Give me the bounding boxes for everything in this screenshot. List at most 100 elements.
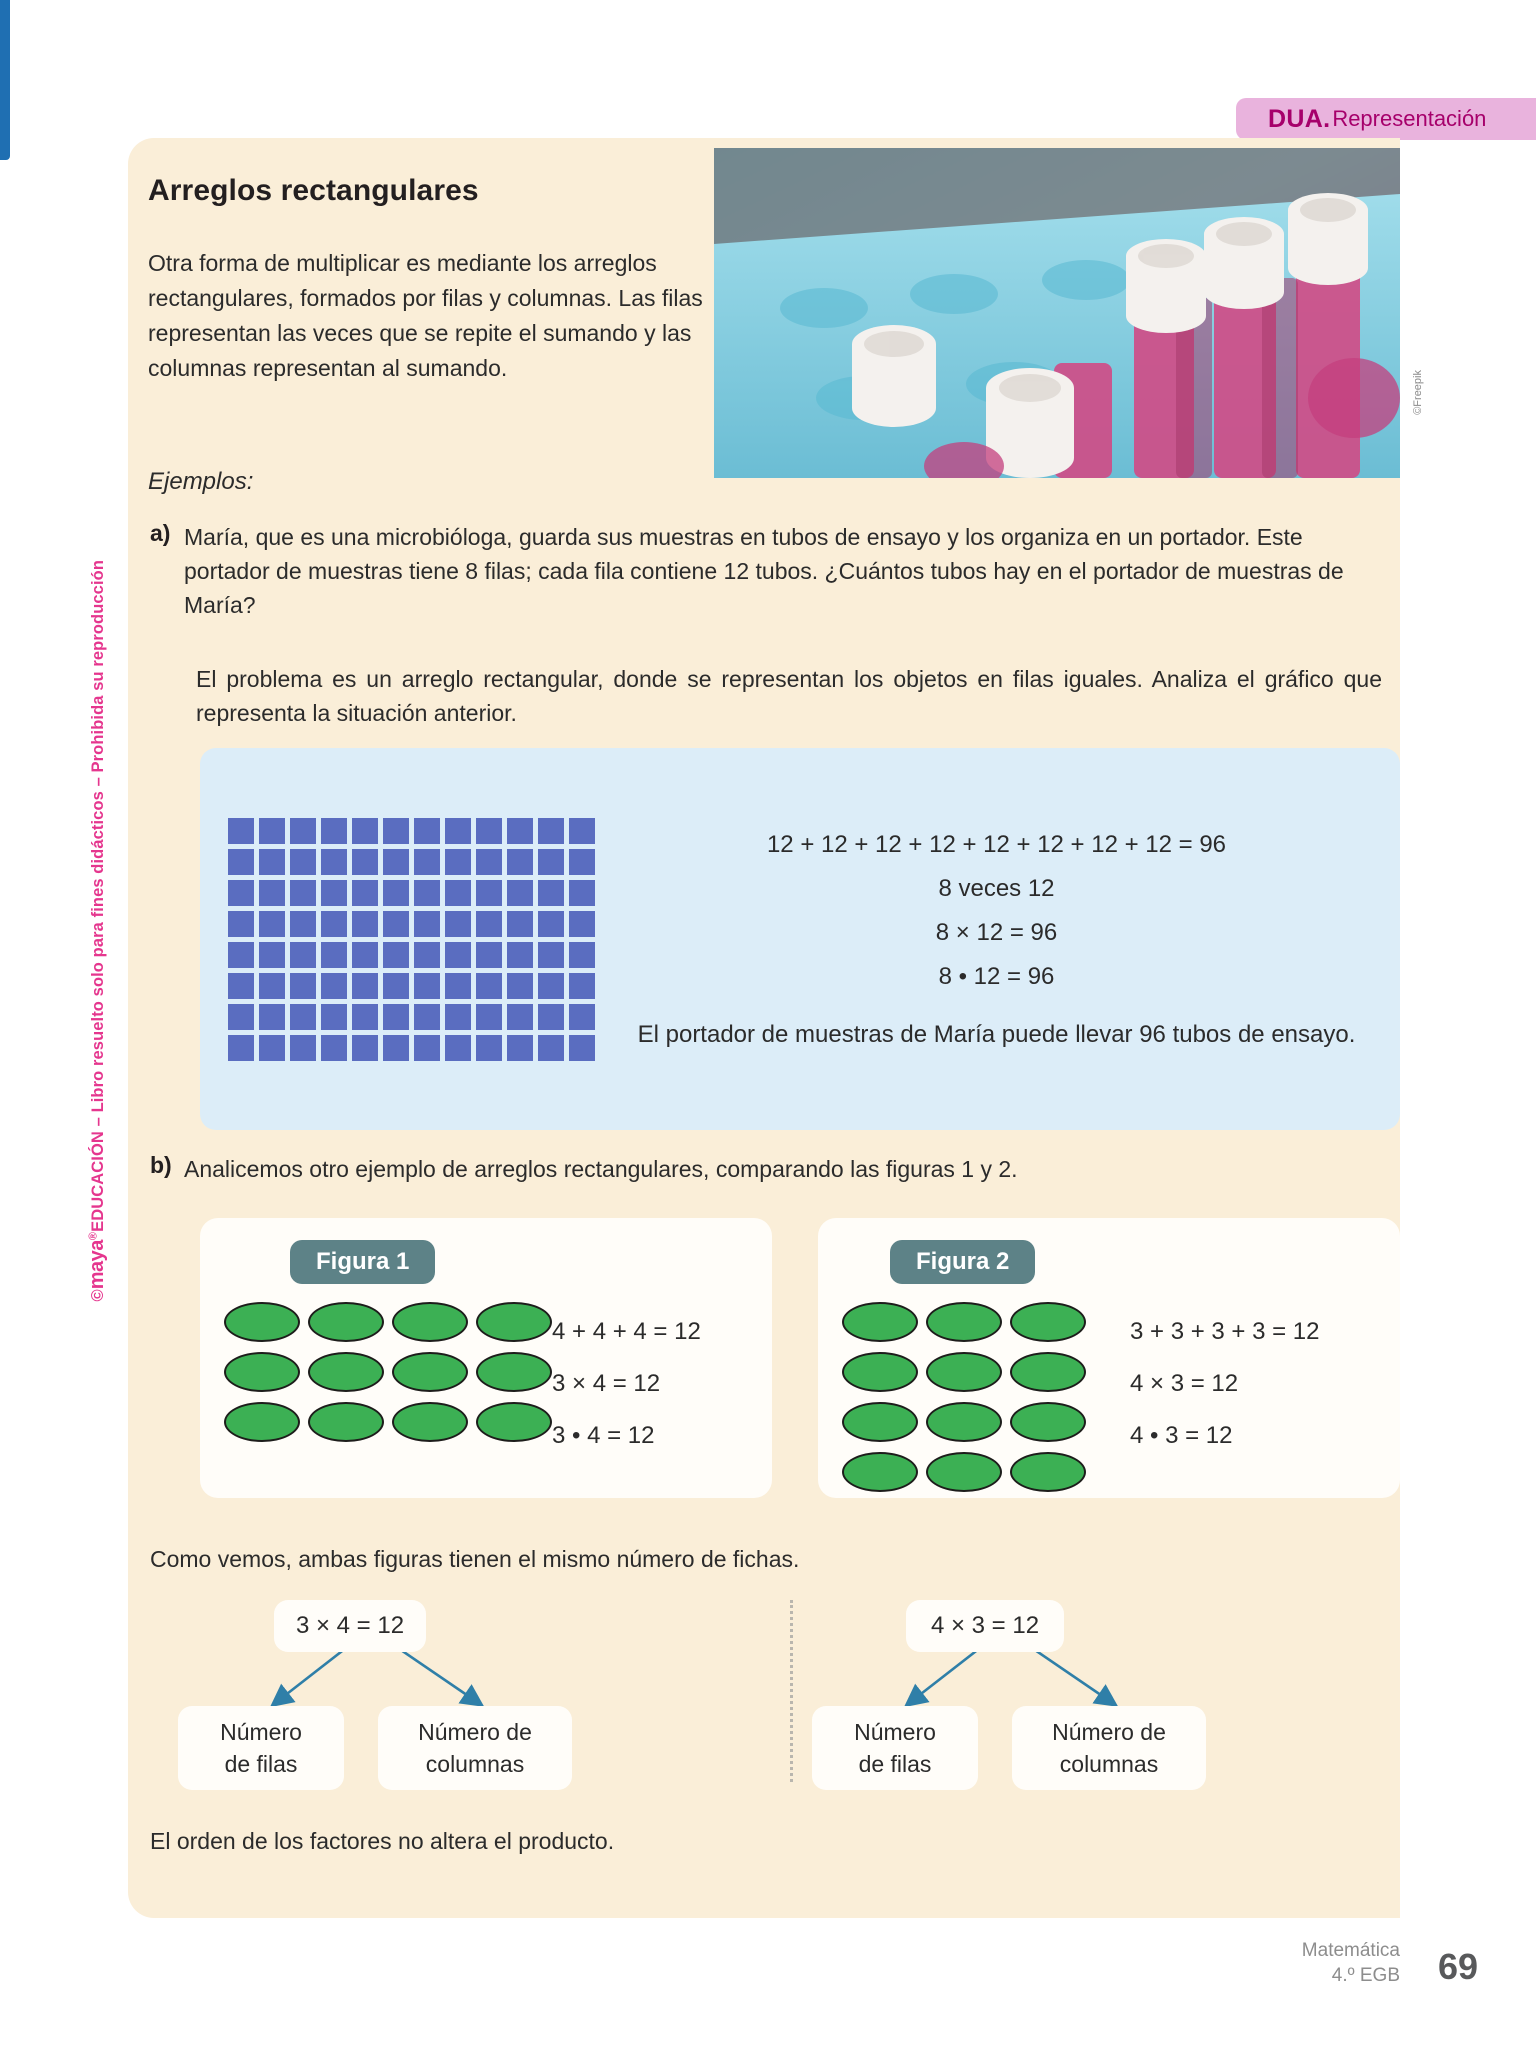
dua-banner-label: Representación	[1332, 106, 1487, 131]
footer-subject: Matemática 4.º EGB	[1302, 1938, 1400, 1988]
array-cell	[290, 910, 316, 937]
photo-illustration	[714, 148, 1400, 478]
array-cell	[228, 972, 254, 999]
vertical-copyright-notice: ©maya®EDUCACIÓN – Libro resuelto solo pa…	[86, 560, 109, 1302]
array-cell	[321, 941, 347, 968]
array-cell	[321, 1034, 347, 1061]
array-cell	[538, 910, 564, 937]
registered-symbol: ®	[87, 1231, 100, 1241]
array-cell	[476, 1034, 502, 1061]
example-b-text: Analicemos otro ejemplo de arreglos rect…	[184, 1156, 1018, 1182]
array-equations: 12 + 12 + 12 + 12 + 12 + 12 + 12 + 12 = …	[611, 823, 1382, 1055]
page-spine-accent	[0, 0, 10, 160]
array-cell	[228, 910, 254, 937]
rectangular-array-box: 12 + 12 + 12 + 12 + 12 + 12 + 12 + 12 = …	[200, 748, 1400, 1130]
left-columns-label-box: Número de columnas	[378, 1706, 572, 1790]
array-cell	[414, 879, 440, 906]
array-cell	[538, 817, 564, 844]
array-cell	[476, 941, 502, 968]
figure-2-equations: 3 + 3 + 3 + 3 = 12 4 × 3 = 12 4 • 3 = 12	[1130, 1306, 1320, 1462]
array-cell	[476, 879, 502, 906]
left-rows-label-line1: Número	[220, 1719, 302, 1745]
array-cell	[259, 848, 285, 875]
array-cell	[445, 848, 471, 875]
factor-diagram: 3 × 4 = 12 Número de filas Número de col…	[150, 1600, 1380, 1796]
array-cell	[352, 941, 378, 968]
array-cell	[259, 910, 285, 937]
array-cell	[383, 817, 409, 844]
array-cell	[507, 972, 533, 999]
array-cell	[569, 817, 595, 844]
counter-oval	[476, 1302, 552, 1342]
photo-credit: ©Freepik	[1412, 370, 1424, 415]
array-cell	[414, 1034, 440, 1061]
counter-oval	[842, 1352, 918, 1392]
array-cell	[538, 1034, 564, 1061]
closing-statement: El orden de los factores no altera el pr…	[150, 1828, 615, 1854]
array-cell	[414, 817, 440, 844]
array-cell	[321, 879, 347, 906]
counter-oval	[926, 1452, 1002, 1492]
array-cell	[445, 941, 471, 968]
figure-2-badge: Figura 2	[890, 1240, 1036, 1284]
counter-oval	[308, 1352, 384, 1392]
example-a-text: María, que es una microbióloga, guarda s…	[184, 524, 1344, 618]
array-cell	[228, 1034, 254, 1061]
intro-paragraph: Otra forma de multiplicar es mediante lo…	[148, 250, 703, 381]
array-cell	[383, 848, 409, 875]
maya-brand: maya	[86, 1240, 108, 1290]
counter-oval	[926, 1352, 1002, 1392]
left-expression-box: 3 × 4 = 12	[274, 1600, 426, 1652]
left-rows-label-box: Número de filas	[178, 1706, 344, 1790]
counter-oval	[476, 1352, 552, 1392]
figure-1-equations: 4 + 4 + 4 = 12 3 × 4 = 12 3 • 4 = 12	[552, 1306, 701, 1462]
left-columns-label-line2: columnas	[425, 1751, 525, 1777]
array-cell	[507, 817, 533, 844]
counter-oval	[308, 1402, 384, 1442]
counter-oval	[224, 1352, 300, 1392]
array-cell	[476, 972, 502, 999]
array-cell	[507, 848, 533, 875]
array-cell	[321, 1003, 347, 1030]
figure-2-equation-0: 3 + 3 + 3 + 3 = 12	[1130, 1318, 1320, 1345]
array-cell	[352, 1003, 378, 1030]
counter-oval	[308, 1302, 384, 1342]
array-cell	[445, 879, 471, 906]
array-cell	[290, 972, 316, 999]
figure-card-2: Figura 2 3 + 3 + 3 + 3 = 12 4 × 3 = 12 4…	[818, 1218, 1400, 1498]
counter-oval	[842, 1402, 918, 1442]
counter-oval	[392, 1402, 468, 1442]
array-cell	[228, 941, 254, 968]
figure-1-equation-1: 3 × 4 = 12	[552, 1370, 661, 1397]
array-cell	[290, 1034, 316, 1061]
array-cell	[507, 1034, 533, 1061]
array-cell	[507, 1003, 533, 1030]
left-rows-label-line2: de filas	[224, 1751, 298, 1777]
figure-1-badge: Figura 1	[290, 1240, 436, 1284]
figure-2-counters	[842, 1302, 1086, 1492]
counter-oval	[1010, 1452, 1086, 1492]
array-cell	[290, 941, 316, 968]
right-rows-label-box: Número de filas	[812, 1706, 978, 1790]
array-cell	[228, 879, 254, 906]
array-cell	[259, 941, 285, 968]
dua-banner-strong: DUA.	[1268, 104, 1331, 133]
array-cell	[352, 1034, 378, 1061]
left-columns-label-line1: Número de	[418, 1719, 532, 1745]
figure-1-equation-2: 3 • 4 = 12	[552, 1422, 655, 1449]
array-cell	[538, 848, 564, 875]
array-cell	[383, 972, 409, 999]
array-cell	[445, 910, 471, 937]
array-cell	[569, 1003, 595, 1030]
array-cell	[321, 817, 347, 844]
array-cell	[290, 817, 316, 844]
counter-oval	[842, 1452, 918, 1492]
array-cell	[414, 910, 440, 937]
example-a-bullet: a)	[150, 520, 171, 546]
array-cell	[538, 1003, 564, 1030]
array-cell	[507, 910, 533, 937]
example-item-b: b) Analicemos otro ejemplo de arreglos r…	[150, 1152, 1380, 1186]
array-cell	[383, 1003, 409, 1030]
lab-tubes-photo	[714, 148, 1400, 478]
counter-oval	[392, 1302, 468, 1342]
